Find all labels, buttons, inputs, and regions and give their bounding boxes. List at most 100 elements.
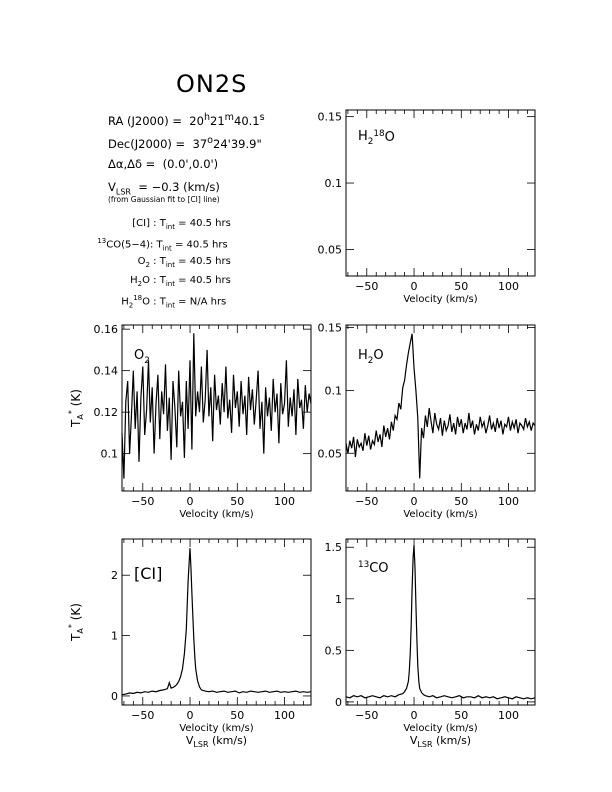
x-tick-label: 0 [187,495,194,508]
x-tick-label: 50 [454,709,468,722]
spectrum-line [345,545,536,700]
ra-label: RA (J2000) [108,113,169,128]
plot-frame [345,538,536,706]
tint-value: 40.5 hrs [186,239,228,251]
y-tick-label: 0.05 [318,447,343,460]
x-tick-label: −50 [355,709,378,722]
plot-frame [345,324,536,492]
x-axis-label: Velocity (km/s) [403,294,477,305]
dec-s: 39.9 [230,136,257,151]
spectrum-line [121,333,312,479]
tint-species: H2O [130,275,150,288]
y-tick-label: 0.15 [318,111,343,124]
tint-row-ci: [CI] : Tint = 40.5 hrs [86,218,231,231]
vlsr-row: VLSR = −0.3 (km/s) [108,180,220,197]
x-tick-label: −50 [131,709,154,722]
species-label: H218O [358,129,395,147]
vlsr-note: (from Gaussian fit to [CI] line) [108,195,220,204]
panel-h2o: −50 0 50 100 0.05 0.1 0.15 Velocity (km/s) H2O [318,322,536,520]
panel-o2: −50 0 50 100 0.1 0.12 0.14 0.16 Velocity (km/s) T… [67,323,312,520]
dec-d: 37 [192,136,208,151]
x-axis-label: Velocity (km/s) [403,509,477,520]
species-label: H2O [358,348,384,366]
ra-h: 20 [189,113,204,128]
tint-value: 40.5 hrs [189,275,231,286]
vlsr-axis-label: VLSR (km/s) [186,734,247,749]
ra-s: 40.1 [234,113,260,128]
x-tick-label: 0 [411,709,418,722]
y-tick-label: 0.1 [325,384,343,397]
y-tick-label: 0.05 [318,243,343,256]
tint-row-h218o: H218O : Tint = N/A hrs [86,294,226,309]
x-axis-label: Velocity (km/s) [179,509,253,520]
panel-ci: −50 0 50 100 0 1 2 Velocity (km/s) TA* (K) [CI] [67,538,312,734]
x-tick-label: −50 [355,495,378,508]
y-tick-label: 1 [111,630,118,643]
x-tick-label: 0 [187,709,194,722]
plot-frame [121,538,312,706]
dec-m: 24 [213,136,228,151]
offset-row: Δα,Δδ = (0.0',0.0') [108,157,219,171]
y-tick-label: 0.14 [94,365,119,378]
plot-frame [121,324,312,492]
vlsr-value: −0.3 (km/s) [151,180,220,194]
source-title: ON2S [176,70,248,98]
y-tick-label: 0 [111,690,118,703]
tint-row-13co: 13CO(5−4): Tint = 40.5 hrs [86,237,228,252]
y-tick-label: 0.16 [94,323,119,336]
x-tick-label: 100 [498,495,519,508]
x-tick-label: 50 [454,280,468,293]
tint-species: O2 [137,256,150,269]
offset-value: (0.0',0.0') [162,157,219,171]
ra-row: RA (J2000) = 20h21m40.1s [108,112,265,128]
x-tick-label: 100 [274,495,295,508]
x-axis-label: Velocity (km/s) [179,723,253,734]
tint-species: H218O [121,294,150,310]
panel-h218o: −50 0 50 100 0.05 0.1 0.15 Velocity (km/s) H218O [318,109,536,305]
vlsr-axis-label: VLSR (km/s) [410,734,471,749]
species-label: O2 [134,348,150,366]
x-axis-label: Velocity (km/s) [403,723,477,734]
x-tick-label: 50 [230,709,244,722]
spectrum-line [345,333,536,479]
species-label: 13CO [358,560,389,576]
species-label: [CI] [134,564,162,583]
x-tick-label: 100 [498,280,519,293]
tint-row-o2: O2 : Tint = 40.5 hrs [86,256,231,269]
y-tick-label: 0.5 [325,644,343,657]
tint-species: [CI] [132,218,150,229]
y-tick-label: 0 [335,696,342,709]
y-tick-label: 0.1 [101,448,119,461]
plot-frame [345,109,536,277]
x-tick-label: 100 [498,709,519,722]
y-tick-label: 1 [335,593,342,606]
y-axis-label-text: TA* (K) [67,603,85,642]
y-axis-label-text: TA* (K) [67,389,85,428]
x-tick-label: 0 [411,495,418,508]
y-tick-label: 0.12 [94,406,119,419]
tint-value: N/A hrs [189,296,227,308]
y-axis-label: TA* (K) [67,603,85,642]
tint-value: 40.5 hrs [189,256,231,267]
y-tick-label: 1.5 [325,541,343,554]
x-tick-label: −50 [355,280,378,293]
y-tick-label: 0.1 [325,177,343,190]
dec-row: Dec(J2000) = 37o24'39.9" [108,135,262,151]
y-axis-label: TA* (K) [67,389,85,428]
x-tick-label: 0 [411,280,418,293]
offset-label: Δα,Δδ [108,157,143,171]
x-tick-label: 100 [274,709,295,722]
tint-species: 13CO(5−4) [97,237,150,251]
spectrum-line [121,548,312,696]
x-tick-label: −50 [131,495,154,508]
ra-m: 21 [210,113,225,128]
x-tick-label: 50 [230,495,244,508]
y-tick-label: 0.15 [318,322,343,335]
x-tick-label: 50 [454,495,468,508]
dec-label: Dec(J2000) [108,136,172,151]
tint-row-h2o: H2O : Tint = 40.5 hrs [86,275,231,288]
y-tick-label: 2 [111,569,118,582]
tint-value: 40.5 hrs [189,218,231,229]
panel-13co: −50 0 50 100 0 0.5 1 1.5 Velocity (km/s) 13CO [325,538,536,734]
